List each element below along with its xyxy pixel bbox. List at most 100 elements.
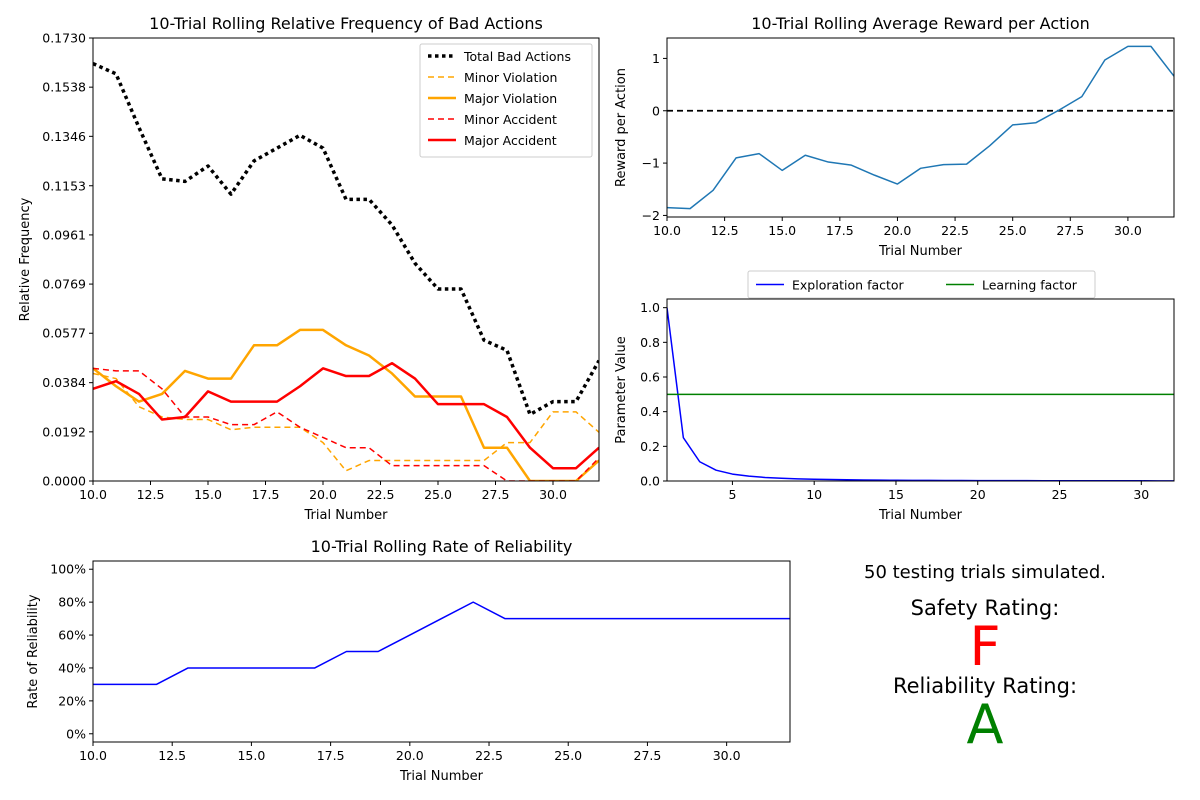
legend-label: Total Bad Actions bbox=[463, 49, 571, 64]
x-tick-label: 22.5 bbox=[367, 487, 395, 502]
y-tick-label: 0.4 bbox=[640, 404, 660, 419]
x-tick-label: 25.0 bbox=[999, 223, 1027, 238]
y-tick-label: 60% bbox=[58, 628, 86, 643]
chart-title: 10-Trial Rolling Relative Frequency of B… bbox=[149, 14, 543, 33]
safety-rating-label: Safety Rating: bbox=[910, 596, 1060, 620]
x-tick-label: 20.0 bbox=[884, 223, 912, 238]
y-axis-label: Parameter Value bbox=[614, 336, 629, 443]
legend-label: Major Accident bbox=[464, 133, 557, 148]
x-tick-label: 17.5 bbox=[252, 487, 280, 502]
y-tick-label: 0.2 bbox=[640, 439, 660, 454]
y-tick-label: 0.0961 bbox=[42, 227, 86, 242]
y-tick-label: 0 bbox=[652, 103, 660, 118]
x-tick-label: 17.5 bbox=[826, 223, 854, 238]
chart-title: 10-Trial Rolling Rate of Reliability bbox=[311, 537, 573, 556]
axes-frame bbox=[92, 560, 791, 743]
x-tick-label: 10.0 bbox=[653, 223, 681, 238]
trials-simulated-text: 50 testing trials simulated. bbox=[864, 562, 1106, 583]
y-axis-label: Reward per Action bbox=[614, 68, 629, 187]
x-tick-label: 25.0 bbox=[424, 487, 452, 502]
reliability-rating-label: Reliability Rating: bbox=[892, 674, 1078, 698]
y-tick-label: 0.0 bbox=[640, 474, 660, 489]
y-tick-label: 80% bbox=[58, 595, 86, 610]
plot-area bbox=[93, 601, 790, 686]
y-tick-label: 0.6 bbox=[640, 370, 660, 385]
x-tick-label: 27.5 bbox=[634, 748, 662, 763]
x-tick-label: 10.0 bbox=[79, 487, 107, 502]
x-tick-label: 20.0 bbox=[396, 748, 424, 763]
x-tick-label: 12.5 bbox=[711, 223, 739, 238]
chart-reliability: 10-Trial Rolling Rate of Reliability 10.0… bbox=[26, 537, 791, 784]
legend-label: Major Violation bbox=[464, 91, 557, 106]
x-axis-label: Trial Number bbox=[304, 508, 389, 523]
x-tick-label: 12.5 bbox=[137, 487, 165, 502]
plot-area bbox=[93, 62, 599, 481]
plot-area bbox=[667, 307, 1174, 481]
y-tick-label: 0.8 bbox=[640, 335, 660, 350]
safety-rating-grade: F bbox=[969, 615, 1001, 678]
x-tick-label: 15.0 bbox=[237, 748, 265, 763]
major-violation-line bbox=[93, 328, 599, 481]
plot-area bbox=[667, 45, 1174, 210]
reliability-line bbox=[93, 601, 790, 686]
x-tick-label: 30 bbox=[1133, 487, 1149, 502]
total-bad-actions-line bbox=[93, 62, 599, 417]
x-tick-label: 27.5 bbox=[1056, 223, 1084, 238]
x-tick-label: 30.0 bbox=[1114, 223, 1142, 238]
major-accident-line bbox=[93, 361, 599, 470]
y-tick-label: 0.0192 bbox=[42, 424, 86, 439]
y-tick-label: 100% bbox=[50, 562, 86, 577]
legend: Exploration factor Learning factor bbox=[747, 270, 1096, 299]
legend-box bbox=[419, 43, 593, 158]
x-tick-label: 25.0 bbox=[554, 748, 582, 763]
x-tick-label: 27.5 bbox=[482, 487, 510, 502]
minor-accident-line bbox=[93, 367, 599, 481]
x-axis-label: Trial Number bbox=[399, 769, 484, 784]
x-tick-label: 15.0 bbox=[768, 223, 796, 238]
reward-line bbox=[667, 45, 1174, 210]
y-tick-label: 20% bbox=[58, 693, 86, 708]
y-tick-label: 1 bbox=[652, 51, 660, 66]
y-tick-label: 0.0769 bbox=[42, 277, 86, 292]
y-tick-label: 1.0 bbox=[640, 300, 660, 315]
x-tick-label: 25 bbox=[1052, 487, 1068, 502]
x-tick-label: 20.0 bbox=[309, 487, 337, 502]
chart-title: 10-Trial Rolling Average Reward per Acti… bbox=[751, 14, 1090, 33]
legend-label: Minor Accident bbox=[464, 112, 557, 127]
y-tick-label: 0.0384 bbox=[42, 375, 86, 390]
x-tick-label: 22.5 bbox=[475, 748, 503, 763]
x-tick-label: 20 bbox=[970, 487, 986, 502]
axes-frame bbox=[666, 298, 1175, 482]
y-tick-label: 0.1730 bbox=[42, 31, 86, 46]
axes-frame bbox=[92, 37, 600, 482]
chart-parameters: 5 10 15 20 25 30 0.0 0.2 0.4 0.6 0.8 1.0 Trial Numbe… bbox=[614, 270, 1175, 523]
y-tick-label: 0.1153 bbox=[42, 178, 86, 193]
y-tick-label: −1 bbox=[642, 156, 660, 171]
x-tick-label: 30.0 bbox=[539, 487, 567, 502]
x-tick-label: 30.0 bbox=[713, 748, 741, 763]
legend-label: Learning factor bbox=[982, 278, 1078, 293]
y-tick-label: −2 bbox=[642, 208, 660, 223]
y-tick-label: 0.1538 bbox=[42, 80, 86, 95]
axes-frame bbox=[666, 37, 1175, 218]
y-tick-label: 40% bbox=[58, 660, 86, 675]
x-tick-label: 22.5 bbox=[941, 223, 969, 238]
x-tick-label: 17.5 bbox=[317, 748, 345, 763]
y-axis-label: Rate of Reliability bbox=[26, 594, 41, 708]
y-tick-label: 0.0577 bbox=[42, 326, 86, 341]
y-tick-label: 0% bbox=[66, 726, 86, 741]
x-tick-label: 15.0 bbox=[194, 487, 222, 502]
x-tick-label: 15 bbox=[888, 487, 904, 502]
y-axis-label: Relative Frequency bbox=[18, 197, 33, 321]
y-tick-label: 0.0000 bbox=[42, 474, 86, 489]
x-axis-label: Trial Number bbox=[878, 508, 963, 523]
x-tick-label: 10.0 bbox=[79, 748, 107, 763]
legend: Total Bad Actions Minor Violation Major Vi… bbox=[419, 43, 593, 158]
x-tick-label: 5 bbox=[728, 487, 736, 502]
x-tick-label: 12.5 bbox=[158, 748, 186, 763]
legend-label: Minor Violation bbox=[464, 70, 557, 85]
x-tick-label: 10 bbox=[806, 487, 822, 502]
reliability-rating-grade: A bbox=[966, 693, 1004, 756]
chart-bad_actions: 10-Trial Rolling Relative Frequency of B… bbox=[18, 14, 600, 523]
